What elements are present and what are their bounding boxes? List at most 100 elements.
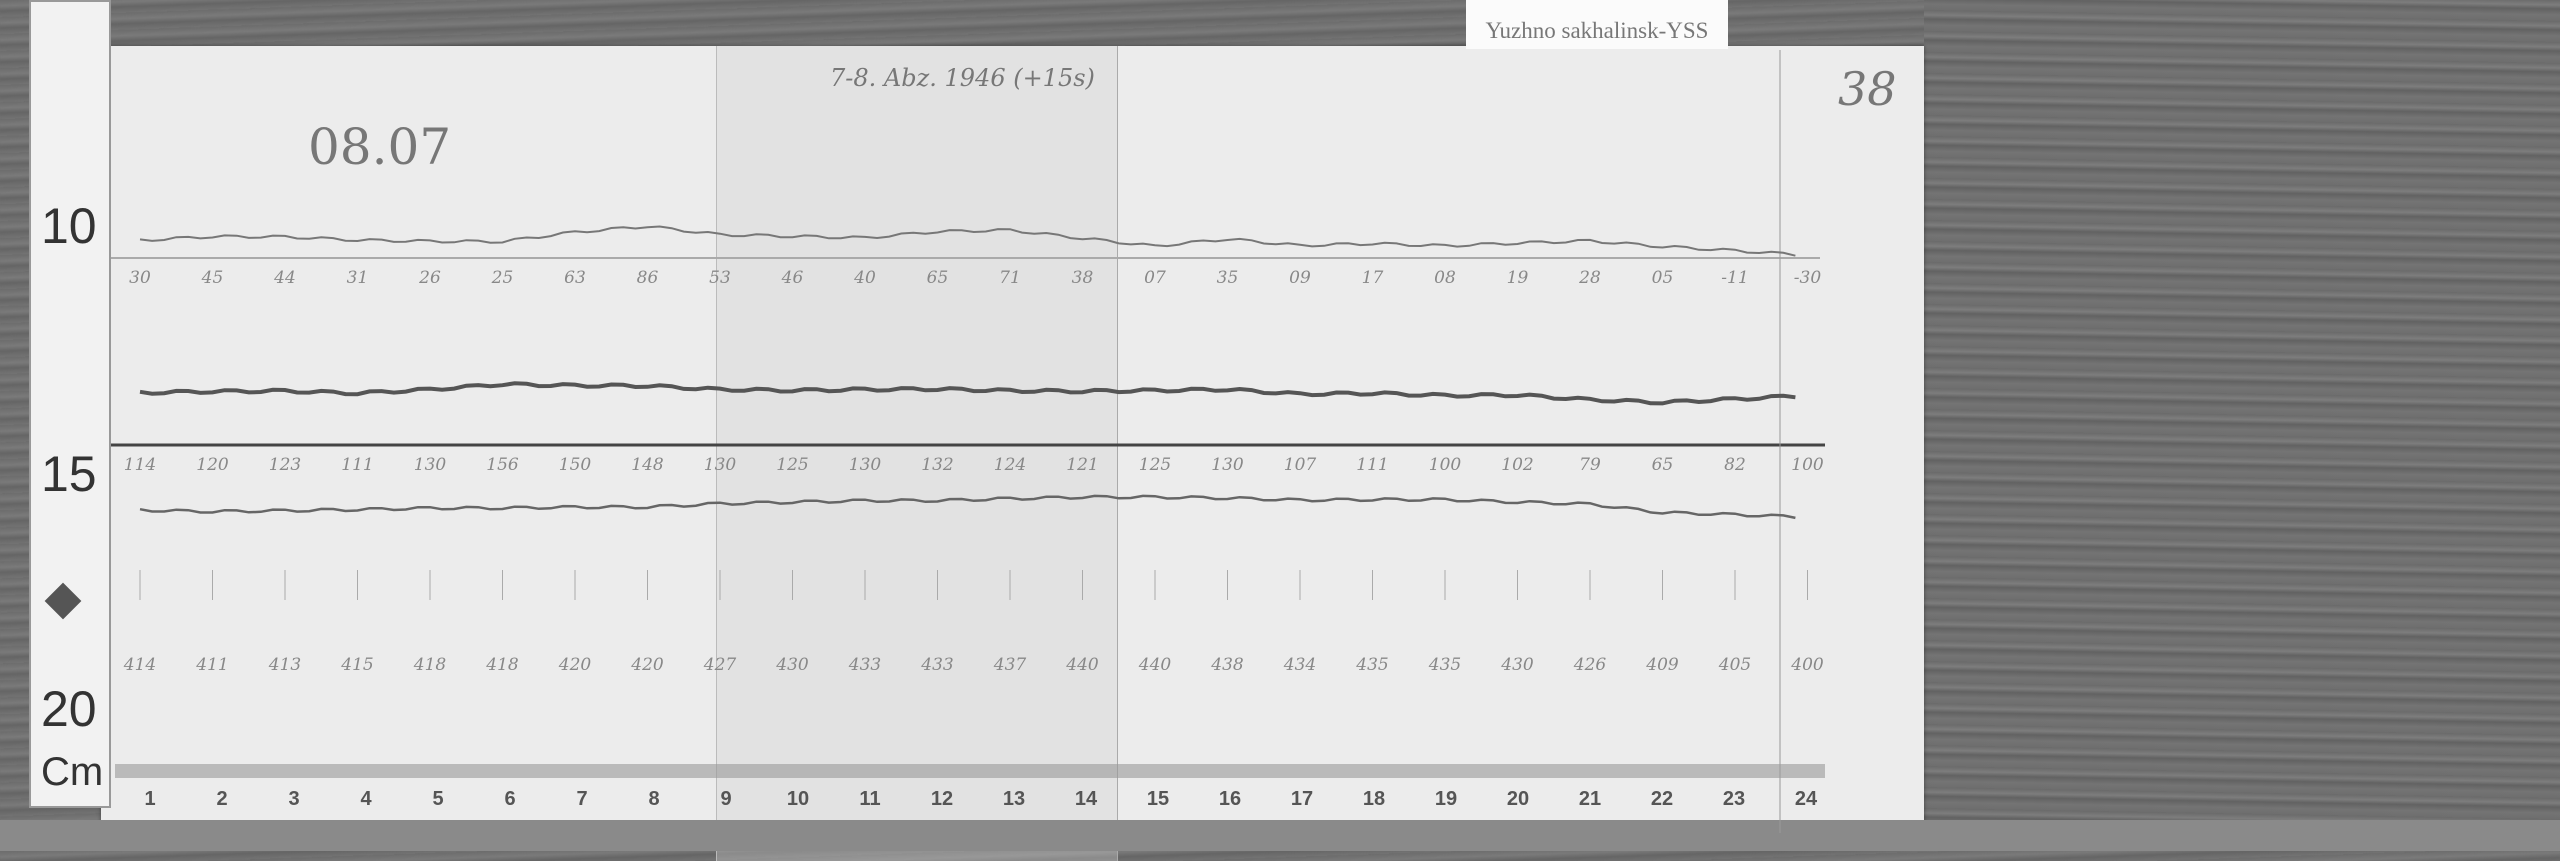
hour-label: 24: [1794, 788, 1818, 810]
ruler-mark-10: 10: [41, 198, 97, 254]
hourly-value: 40: [854, 268, 876, 288]
hour-label: 19: [1434, 788, 1458, 810]
hourly-value: 418: [413, 655, 447, 675]
hourly-value: 46: [781, 268, 804, 288]
hourly-value: 130: [848, 455, 882, 475]
record-title: 7-8. Abz. 1946 (+15s): [830, 64, 1095, 92]
hourly-value: 426: [1573, 655, 1607, 675]
hour-label: 9: [720, 788, 732, 810]
hourly-value: 437: [993, 655, 1027, 675]
hourly-value: 38: [1071, 268, 1094, 288]
hourly-value: 111: [1356, 455, 1389, 475]
hourly-value: 100: [1791, 455, 1824, 475]
hourly-value: 411: [196, 655, 229, 675]
ruler-mark-20: 20: [41, 681, 97, 737]
station-label: Yuzhno sakhalinsk-YSS: [1466, 0, 1728, 49]
trace-1-curve: [139, 225, 1796, 257]
hourly-value: 125: [1138, 455, 1172, 475]
hourly-value: 433: [921, 655, 954, 675]
hour-label: 4: [360, 788, 372, 810]
hourly-value: 45: [201, 268, 224, 288]
hourly-value: 82: [1724, 455, 1746, 475]
centimeter-ruler: 10 15 20 Cm: [29, 0, 111, 808]
ruler-unit: Cm: [41, 750, 104, 794]
hour-label: 17: [1290, 788, 1314, 810]
hourly-value: 08: [1434, 268, 1456, 288]
hourly-value: 430: [776, 655, 809, 675]
hourly-value: 435: [1356, 655, 1389, 675]
hourly-value: 30: [129, 268, 151, 288]
hourly-value: 86: [636, 268, 659, 288]
hourly-value: -30: [1793, 268, 1822, 288]
hourly-value: 413: [268, 655, 302, 675]
hourly-value: 130: [413, 455, 447, 475]
hour-label: 23: [1722, 788, 1746, 810]
hour-label: 15: [1146, 788, 1170, 810]
hourly-value: 65: [926, 268, 949, 288]
hourly-value: 44: [274, 268, 296, 288]
trace-2-curve: [139, 381, 1796, 406]
hourly-value: 121: [1066, 455, 1099, 475]
hourly-value: 400: [1791, 655, 1824, 675]
hourly-value: 123: [268, 455, 302, 475]
hourly-value: 111: [341, 455, 374, 475]
hourly-value: 427: [703, 655, 737, 675]
hourly-value: 440: [1138, 655, 1172, 675]
wooden-background: [1924, 0, 2560, 851]
hourly-value: -11: [1721, 268, 1749, 288]
sheet-number: 38: [1838, 62, 1897, 116]
table-edge: [0, 820, 2560, 851]
hourly-value: 433: [848, 655, 882, 675]
hour-label: 6: [504, 788, 516, 810]
hourly-value: 150: [558, 455, 592, 475]
hourly-value: 130: [1211, 455, 1244, 475]
hour-label: 1: [144, 788, 156, 810]
hour-label: 21: [1578, 788, 1602, 810]
hourly-value: 156: [486, 455, 519, 475]
hourly-value: 438: [1211, 655, 1244, 675]
hourly-value: 130: [703, 455, 737, 475]
hour-label: 20: [1506, 788, 1530, 810]
hourly-value: 102: [1501, 455, 1534, 475]
hourly-value: 07: [1144, 268, 1166, 288]
hourly-value: 17: [1361, 268, 1384, 288]
hour-label: 2: [216, 788, 228, 810]
hourly-value: 05: [1651, 268, 1674, 288]
hourly-value: 420: [631, 655, 664, 675]
hourly-value: 19: [1506, 268, 1529, 288]
hourly-value: 440: [1066, 655, 1099, 675]
hourly-value: 79: [1579, 455, 1601, 475]
hourly-value: 25: [491, 268, 514, 288]
hourly-value: 125: [776, 455, 809, 475]
hourly-value: 414: [123, 655, 157, 675]
date-mark: 08.07: [308, 118, 452, 176]
hour-label: 11: [859, 788, 881, 810]
hourly-value: 132: [921, 455, 954, 475]
hourly-value: 418: [486, 655, 519, 675]
hour-label: 8: [648, 788, 660, 810]
hour-label: 13: [1002, 788, 1026, 810]
hourly-value: 409: [1646, 655, 1679, 675]
hourly-value: 420: [558, 655, 592, 675]
hour-label: 18: [1362, 788, 1386, 810]
hourly-value: 35: [1216, 268, 1239, 288]
hour-label: 22: [1650, 788, 1674, 810]
hourly-value: 435: [1428, 655, 1462, 675]
trace-3-curve: [139, 494, 1796, 520]
hourly-value: 63: [564, 268, 586, 288]
hourly-value: 405: [1718, 655, 1752, 675]
hourly-value: 114: [123, 455, 157, 475]
hourly-value: 120: [196, 455, 229, 475]
hour-label: 16: [1218, 788, 1242, 810]
hourly-value: 124: [993, 455, 1027, 475]
hour-label: 10: [786, 788, 810, 810]
hourly-value: 28: [1579, 268, 1601, 288]
hourly-value: 31: [346, 268, 369, 288]
hourly-value: 100: [1428, 455, 1462, 475]
overlapping-paper-strip: [716, 46, 1118, 861]
hourly-value: 26: [419, 268, 441, 288]
hourly-value: 09: [1289, 268, 1311, 288]
hour-label: 14: [1074, 788, 1098, 810]
hourly-value: 107: [1283, 455, 1317, 475]
